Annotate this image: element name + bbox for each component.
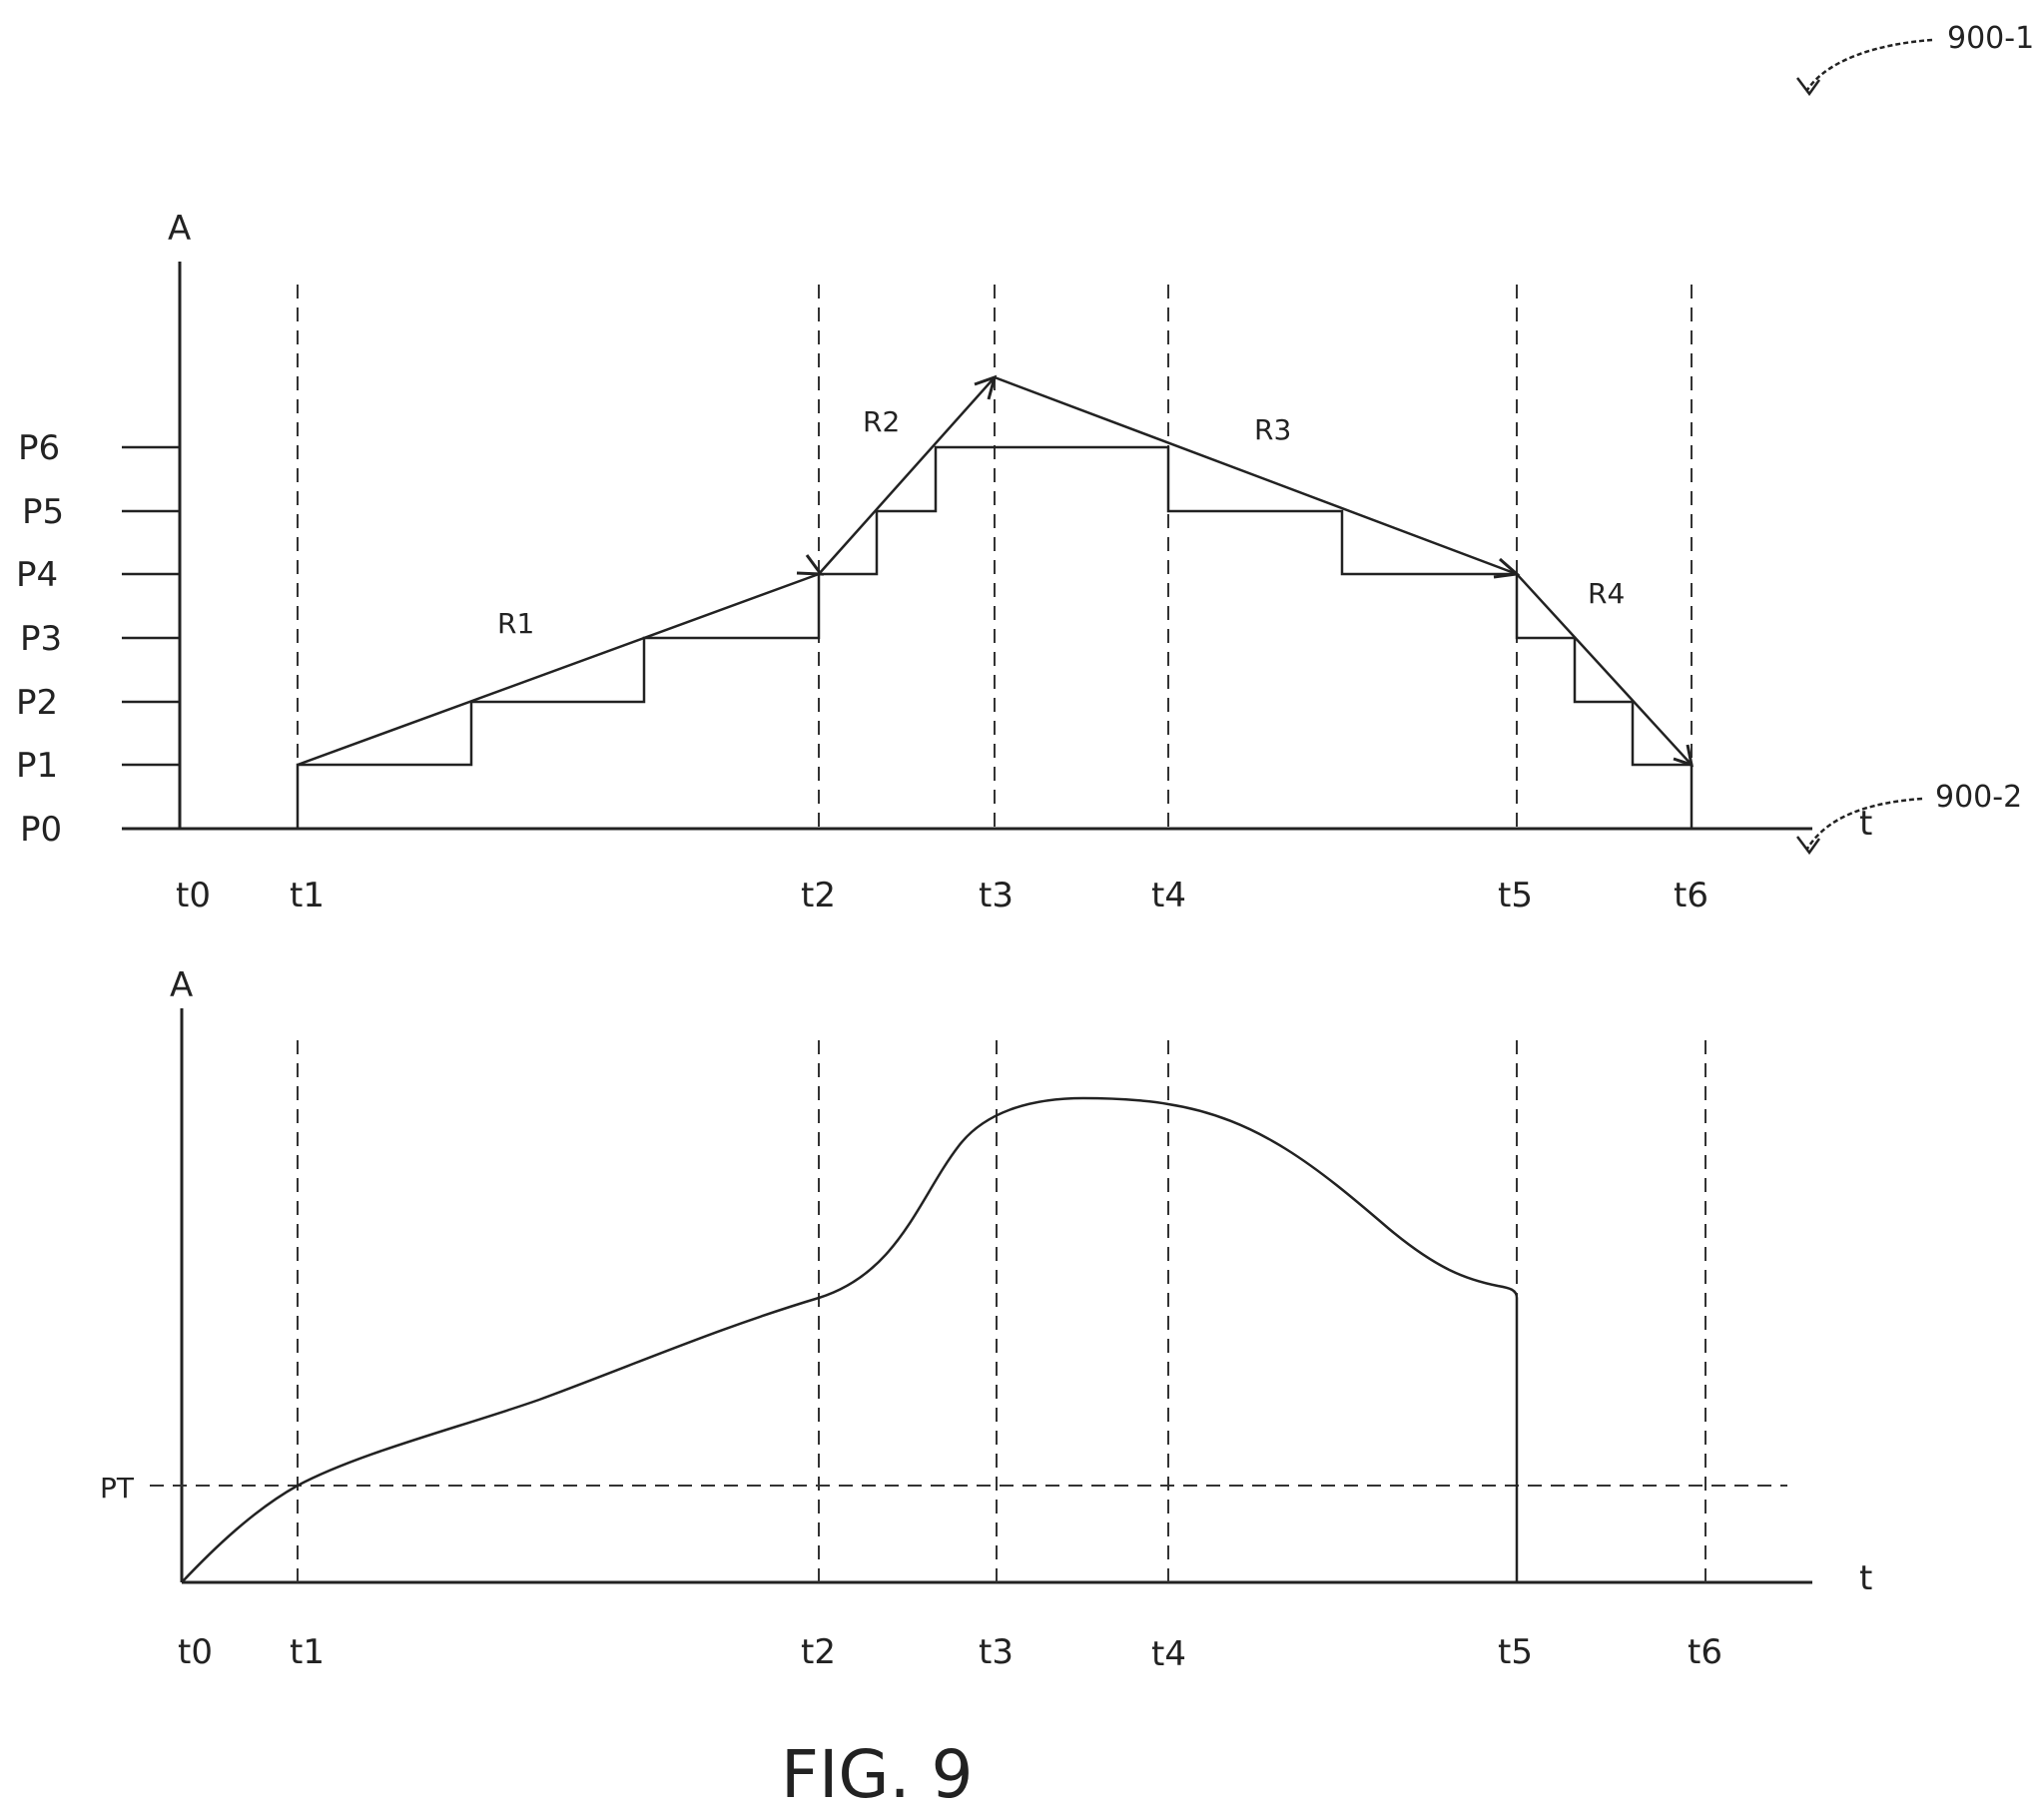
level-label-p6: P6	[18, 428, 60, 468]
bottom-time-label-t1: t1	[290, 1632, 325, 1672]
level-label-p5: P5	[22, 492, 64, 532]
ref-label-900-1: 900-1	[1947, 21, 2034, 56]
ramp-r4-arrowhead	[1673, 744, 1694, 768]
bottom-time-label-t4: t4	[1151, 1634, 1186, 1674]
bottom-time-label-t0: t0	[178, 1632, 213, 1672]
ramp-label-r2: R2	[863, 405, 900, 438]
ref-label-900-2: 900-2	[1935, 780, 2022, 815]
leader-arrow-900-1	[1805, 38, 1933, 91]
step-profile	[296, 445, 1694, 829]
ramp-label-r3: R3	[1254, 413, 1291, 446]
top-time-label-t3: t3	[979, 876, 1014, 915]
top-plot: 900-1 A t P0 P1 P2 P3 P4 P5 P6 t0 t1 t2	[16, 21, 2034, 915]
level-label-p1: P1	[16, 746, 58, 786]
ramp-label-r1: R1	[497, 607, 534, 640]
ramp-r3-arrowhead	[1493, 557, 1521, 579]
bottom-plot: 900-2 A t PT t0 t1 t2 t3 t4 t5 t6	[100, 780, 2022, 1674]
bottom-time-label-t6: t6	[1688, 1632, 1722, 1672]
leader-arrowhead-900-2	[1796, 836, 1821, 856]
top-time-label-t6: t6	[1674, 876, 1708, 915]
ramp-r1	[297, 572, 820, 767]
ramp-label-r4: R4	[1588, 577, 1625, 610]
bottom-time-label-t3: t3	[979, 1632, 1014, 1672]
ramp-r3	[994, 375, 1518, 576]
threshold-label-pt: PT	[100, 1472, 135, 1505]
bottom-time-label-t5: t5	[1498, 1632, 1533, 1672]
leader-arrowhead-900-1	[1796, 77, 1821, 97]
ramp-r4	[1516, 573, 1693, 766]
top-time-label-t4: t4	[1151, 876, 1186, 915]
top-time-label-t0: t0	[176, 876, 211, 915]
ramp-r2-arrowhead	[974, 374, 998, 400]
leader-arrow-900-2	[1805, 797, 1923, 850]
top-time-label-t5: t5	[1498, 876, 1533, 915]
ramp-r1-arrowhead	[796, 554, 825, 576]
bottom-time-label-t2: t2	[801, 1632, 836, 1672]
level-label-p0: P0	[20, 810, 62, 850]
top-time-label-t1: t1	[290, 876, 325, 915]
top-time-label-t2: t2	[801, 876, 836, 915]
level-label-p4: P4	[16, 555, 58, 595]
ramp-r2	[818, 376, 996, 575]
top-y-axis-label: A	[168, 209, 191, 249]
level-label-p2: P2	[16, 683, 58, 723]
top-x-axis-label: t	[1859, 804, 1872, 844]
level-label-p3: P3	[20, 619, 62, 659]
bottom-x-axis-label: t	[1859, 1558, 1872, 1598]
figure-caption: FIG. 9	[781, 1736, 974, 1813]
response-curve	[181, 1096, 1519, 1583]
bottom-y-axis-label: A	[170, 965, 193, 1005]
